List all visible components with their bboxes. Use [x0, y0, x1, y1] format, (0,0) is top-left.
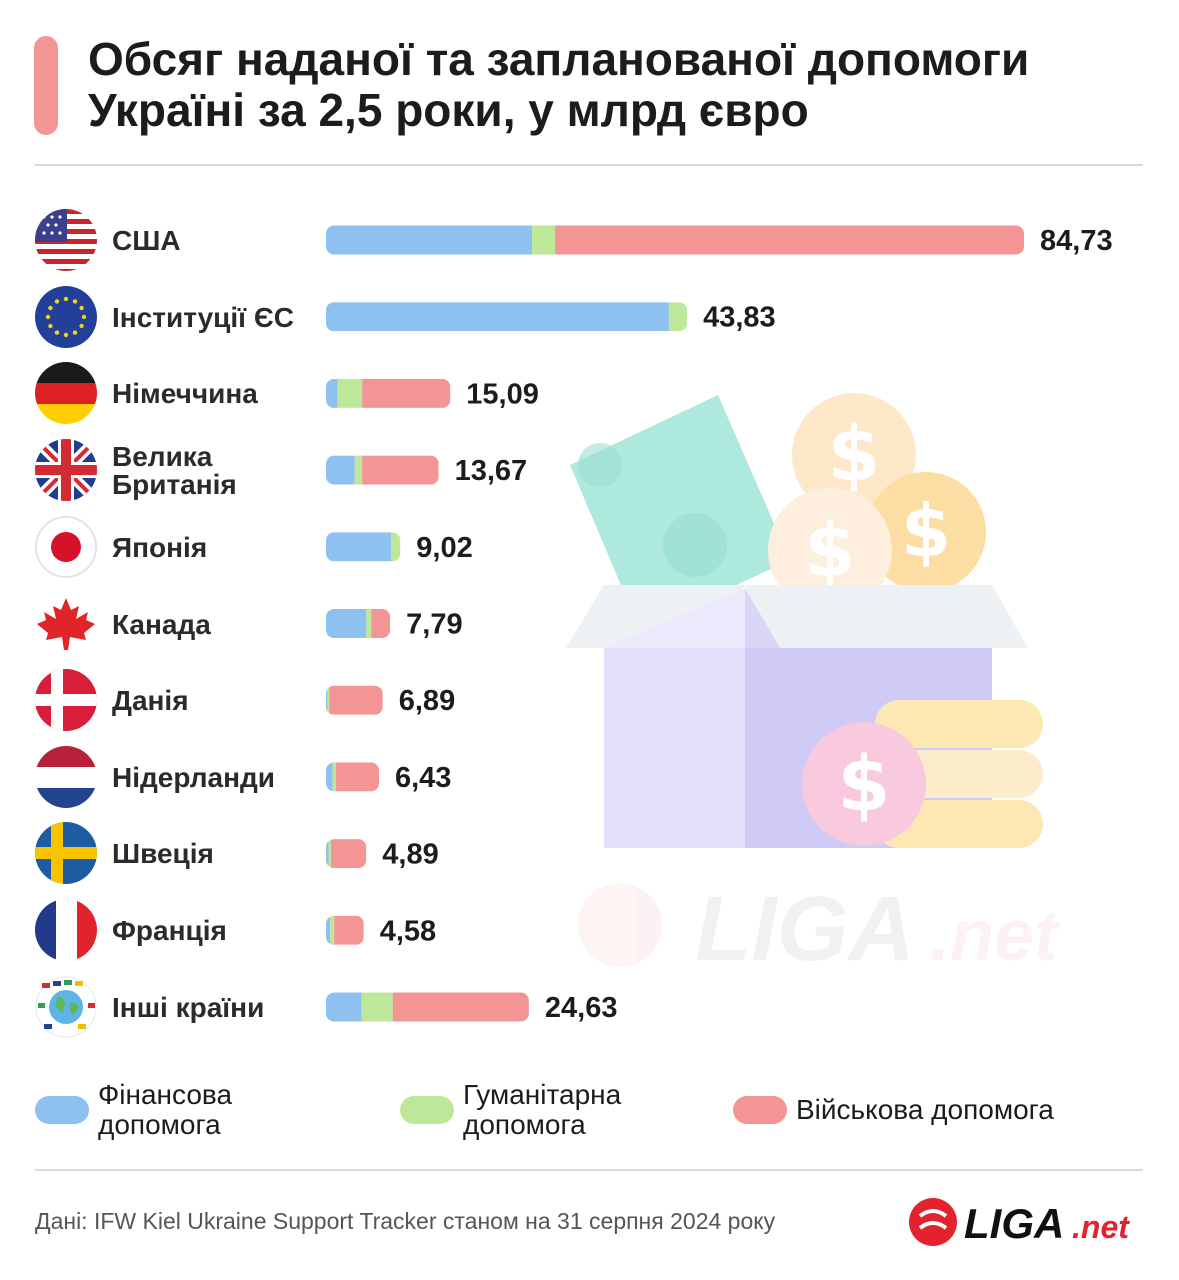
row-label: Данія [112, 685, 189, 716]
svg-text:$: $ [828, 409, 881, 498]
row-label: Інші країни [112, 992, 264, 1023]
germany-flag-icon [35, 362, 97, 424]
row-label: Швеція [112, 838, 214, 869]
row-label: Франція [112, 915, 227, 946]
source-note: Дані: IFW Kiel Ukraine Support Tracker с… [35, 1208, 776, 1234]
bar-segment-military [329, 685, 383, 715]
bar-segment-humanitarian [328, 839, 331, 869]
bar-segment-financial [326, 609, 367, 638]
svg-text:$: $ [901, 489, 951, 573]
bar-value-label: 43,83 [703, 302, 776, 334]
bar-value-label: 9,02 [416, 532, 472, 564]
legend-label: Фінансова допомога [98, 1079, 233, 1140]
banknote-icon [570, 395, 790, 630]
bar-segment-humanitarian [332, 762, 336, 792]
world-flags-icon [35, 976, 97, 1038]
chart-title: Обсяг наданої та запланованої допомоги У… [88, 33, 1030, 136]
watermark-text: LIGA [695, 878, 915, 980]
watermark-logo: LIGA .net [578, 878, 1061, 980]
bar-segment-military [371, 609, 391, 638]
pink-coin-icon: $ [802, 722, 926, 846]
bar-segment-financial [326, 302, 669, 332]
japan-flag-icon [35, 516, 97, 578]
row-label: Японія [112, 532, 207, 563]
bar-segment-humanitarian [354, 455, 363, 485]
bar-segment-humanitarian [532, 225, 556, 255]
logo-suffix: .net [1072, 1209, 1130, 1245]
logo-text: LIGA [964, 1200, 1064, 1247]
bar-segment-humanitarian [668, 302, 688, 332]
legend-label: Гуманітарна допомога [463, 1079, 622, 1140]
bar-value-label: 24,63 [545, 992, 618, 1024]
bar-segment-military [362, 378, 451, 408]
coin-icon: $ [866, 472, 986, 592]
bar-segment-financial [326, 532, 392, 562]
legend-swatch-military [733, 1096, 787, 1124]
bar-value-label: 7,79 [406, 609, 462, 641]
bar-value-label: 15,09 [466, 378, 539, 410]
bar-segment-military [362, 455, 439, 485]
uk-flag-icon [35, 439, 97, 501]
bar-segment-financial [326, 225, 533, 255]
money-box-illustration: LIGA .net $ $ $ $ [566, 393, 1061, 980]
legend-item-military: Військова допомога [733, 1095, 1054, 1125]
us-flag-icon [35, 209, 97, 271]
row-label: Британія [112, 469, 237, 500]
sweden-flag-icon [35, 822, 97, 884]
top-divider [35, 164, 1143, 166]
bar-segment-humanitarian [330, 915, 335, 945]
bottom-divider [35, 1169, 1143, 1171]
coin-icon: $ [768, 488, 892, 612]
bar-value-label: 84,73 [1040, 225, 1113, 257]
bar-segment-financial [326, 992, 362, 1022]
france-flag-icon [35, 899, 97, 961]
watermark-suffix: .net [930, 896, 1061, 976]
bar-segment-military [392, 992, 529, 1022]
bar-value-label: 13,67 [455, 455, 528, 487]
svg-text:$: $ [804, 508, 856, 594]
row-label: Канада [112, 609, 211, 640]
bar-value-label: 4,89 [382, 839, 438, 871]
row-label: Велика [112, 441, 213, 472]
bar-segment-financial [326, 762, 333, 792]
legend-swatch-financial [35, 1096, 89, 1124]
row-label: Німеччина [112, 378, 258, 409]
canada-flag-icon [37, 598, 95, 650]
legend-label: Військова допомога [796, 1094, 1054, 1125]
bar-segment-financial [326, 915, 331, 945]
chart-legend: Фінансова допомога Гуманітарна допомога Ві… [35, 1080, 1145, 1150]
bar-value-label: 6,43 [395, 762, 451, 794]
aid-bar-chart: США Інституції ЄС Німеччина Велика Брита… [35, 209, 1113, 1038]
bar-segment-financial [326, 378, 338, 408]
bar-segment-military [555, 225, 1024, 255]
bar-value-label: 4,58 [380, 915, 436, 947]
header-accent-bar [34, 36, 58, 135]
legend-item-humanitarian: Гуманітарна допомога [400, 1080, 621, 1140]
bar-segment-military [334, 915, 364, 945]
bar-segment-military [335, 762, 379, 792]
bar-segment-humanitarian [366, 609, 372, 638]
svg-text:$: $ [838, 739, 891, 828]
row-label: Інституції ЄС [112, 302, 294, 333]
bar-segment-humanitarian [391, 532, 401, 562]
bar-segment-humanitarian [327, 685, 330, 715]
bar-segment-financial [326, 455, 355, 485]
legend-swatch-humanitarian [400, 1096, 454, 1124]
bar-segment-military [330, 839, 367, 869]
bar-segment-financial [326, 685, 328, 715]
bar-value-label: 6,89 [399, 685, 455, 717]
bar-segment-humanitarian [361, 992, 393, 1022]
coin-icon: $ [792, 393, 916, 517]
eu-flag-icon [35, 286, 97, 348]
denmark-flag-icon [35, 669, 97, 731]
row-label: США [112, 225, 181, 256]
legend-item-financial: Фінансова допомога [35, 1080, 232, 1140]
bar-segment-financial [326, 839, 329, 869]
netherlands-flag-icon [35, 746, 97, 808]
bar-segment-humanitarian [337, 378, 363, 408]
row-label: Нідерланди [112, 762, 275, 793]
liga-logo[interactable]: LIGA .net [906, 1194, 1151, 1250]
bars-layer: 84,73 43,83 15,09 13,67 9,02 7,79 6,89 6,43 4,89… [326, 225, 1113, 1024]
